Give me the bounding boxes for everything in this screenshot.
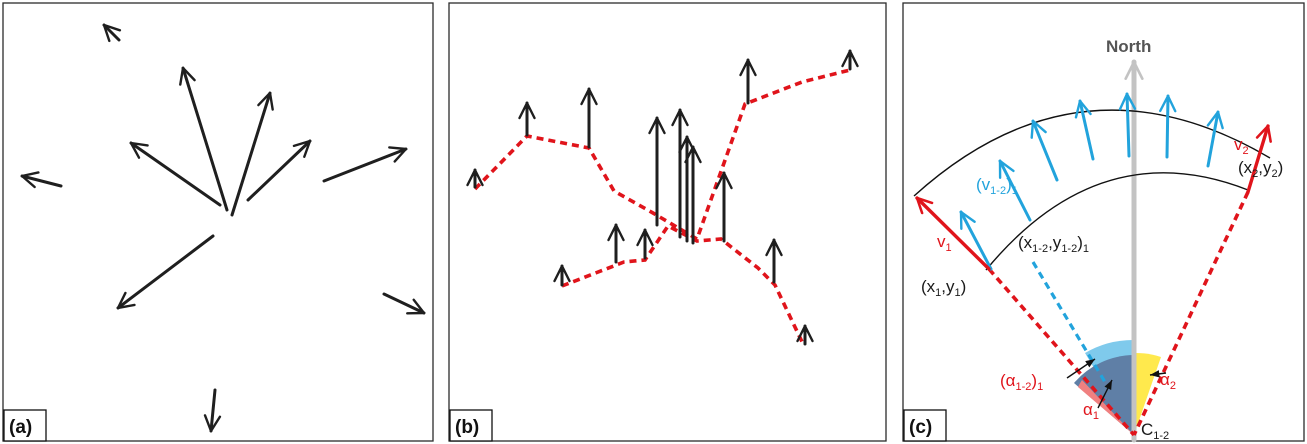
inner-arc: [985, 172, 1249, 271]
alpha-1-sliver: [1078, 380, 1134, 435]
panel-b-arrows: [466, 49, 859, 346]
panel-c-label: (c): [909, 417, 932, 438]
panel-a-label: (a): [9, 417, 32, 438]
arrow-a-1: [179, 66, 229, 212]
panel-b-label: (b): [455, 417, 479, 438]
arrow-a-2: [230, 91, 274, 217]
v2-arrow: [1246, 124, 1272, 194]
arrow-a-6: [116, 234, 215, 310]
v1-arrow: [915, 196, 991, 271]
panel-c-blue-arrows: [959, 92, 1224, 271]
alpha-1-2-label: (α1-2)1: [1000, 371, 1043, 393]
red-dashed-left: [987, 267, 1136, 437]
point-2-label: (x2,y2): [1238, 158, 1283, 180]
arrow-a-7: [102, 23, 122, 43]
arrow-a-9: [382, 292, 426, 315]
north-label: North: [1106, 37, 1151, 56]
panel-b-frame: [448, 2, 887, 442]
panel-a-arrows: [20, 23, 426, 433]
panel-a-label-box: [3, 409, 47, 442]
arrow-a-3: [129, 141, 222, 207]
point-1-2-label: (x1-2,y1-2)1: [1018, 233, 1089, 255]
panel-c-label-box: [903, 409, 947, 442]
pointer-alpha-1-2: [1066, 358, 1096, 379]
blue-arrow-7: [959, 210, 993, 271]
panel-b: (b): [448, 2, 887, 442]
panel-b-tracks: [473, 68, 851, 347]
arrow-a-4: [246, 139, 312, 202]
red-track-upper: [473, 68, 851, 242]
panel-a: (a): [2, 2, 434, 442]
blue-arrow-6: [1206, 110, 1224, 168]
blue-arrow-4: [1118, 92, 1137, 158]
center-label: C1-2: [1141, 420, 1169, 442]
v12-label: (v1-2)1: [976, 175, 1018, 197]
point-1-label: (x1,y1): [921, 277, 966, 299]
pointer-alpha-2: [1149, 370, 1167, 378]
arrow-a-10: [203, 388, 222, 433]
arrow-a-8: [20, 171, 63, 189]
blue-arrow-2: [1030, 119, 1059, 182]
panel-c: North v1 v2 (v1-2)1 (x1,: [902, 2, 1305, 443]
v2-label: v2: [1234, 135, 1249, 157]
blue-arrow-3: [1074, 99, 1095, 161]
v1-label: v1: [937, 232, 952, 254]
blue-dashed-center: [1031, 261, 1110, 388]
alpha-1-label: α1: [1083, 400, 1099, 422]
alpha-2-label: α2: [1160, 370, 1176, 392]
arrow-a-5: [322, 146, 408, 183]
red-track-lower: [561, 223, 806, 347]
pointer-alpha-1: [1097, 379, 1113, 409]
blue-arrow-5: [1159, 94, 1177, 159]
red-dashed-right: [1132, 191, 1250, 436]
panel-b-label-box: [449, 409, 493, 442]
panel-c-frame: [902, 2, 1305, 442]
blue-arrow-1: [998, 159, 1032, 222]
panel-a-frame: [2, 2, 434, 442]
